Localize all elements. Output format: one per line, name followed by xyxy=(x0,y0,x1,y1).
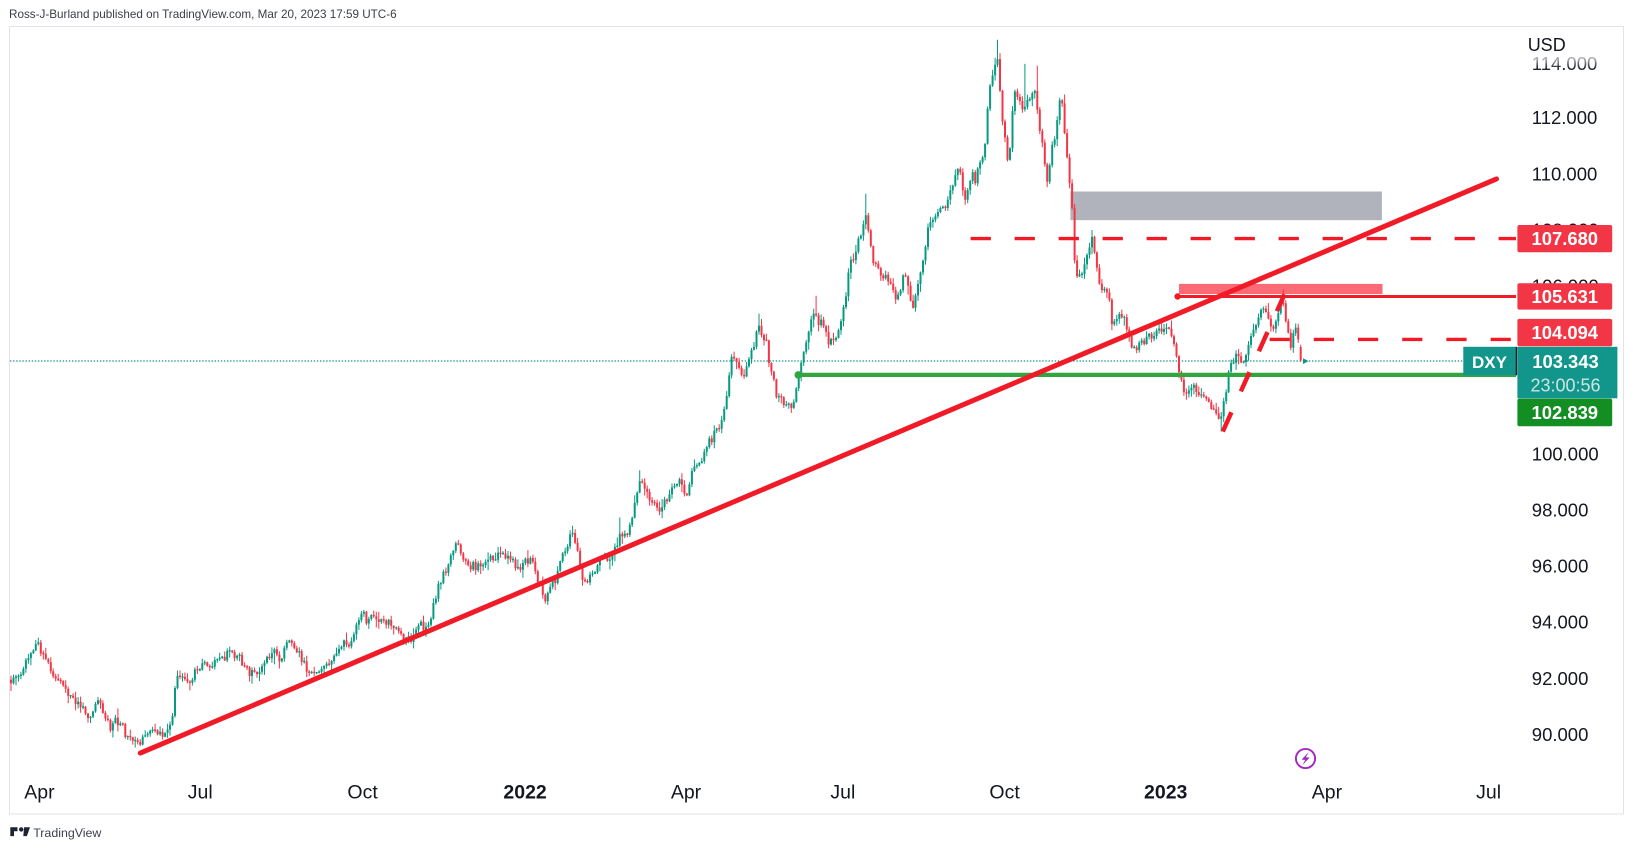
svg-text:Apr: Apr xyxy=(671,782,702,804)
svg-text:23:00:56: 23:00:56 xyxy=(1530,376,1600,396)
svg-text:100.000: 100.000 xyxy=(1532,444,1599,465)
svg-text:105.631: 105.631 xyxy=(1532,286,1598,307)
svg-text:107.680: 107.680 xyxy=(1532,228,1598,249)
svg-text:Jul: Jul xyxy=(188,782,213,804)
svg-text:2022: 2022 xyxy=(503,782,547,804)
svg-text:Apr: Apr xyxy=(1312,782,1343,804)
svg-text:Oct: Oct xyxy=(989,782,1020,804)
svg-text:92.000: 92.000 xyxy=(1532,668,1589,689)
svg-text:98.000: 98.000 xyxy=(1532,500,1589,521)
svg-text:90.000: 90.000 xyxy=(1532,724,1589,745)
svg-text:94.000: 94.000 xyxy=(1532,612,1589,633)
svg-text:104.094: 104.094 xyxy=(1532,322,1599,343)
svg-text:103.343: 103.343 xyxy=(1532,351,1598,372)
svg-text:Ross-J-Burland published on Tr: Ross-J-Burland published on TradingView.… xyxy=(9,8,397,21)
svg-text:2023: 2023 xyxy=(1144,782,1188,804)
svg-text:Oct: Oct xyxy=(347,782,378,804)
svg-text:USD: USD xyxy=(1528,35,1566,55)
svg-text:Jul: Jul xyxy=(830,782,855,804)
svg-text:102.839: 102.839 xyxy=(1532,402,1598,423)
svg-text:TradingView: TradingView xyxy=(33,826,101,840)
svg-text:DXY: DXY xyxy=(1472,353,1508,372)
svg-text:114.000: 114.000 xyxy=(1532,53,1598,74)
svg-text:110.000: 110.000 xyxy=(1532,163,1598,184)
svg-text:Apr: Apr xyxy=(24,782,55,804)
svg-text:112.000: 112.000 xyxy=(1532,107,1598,128)
svg-text:96.000: 96.000 xyxy=(1532,556,1589,577)
svg-text:Jul: Jul xyxy=(1476,782,1501,804)
